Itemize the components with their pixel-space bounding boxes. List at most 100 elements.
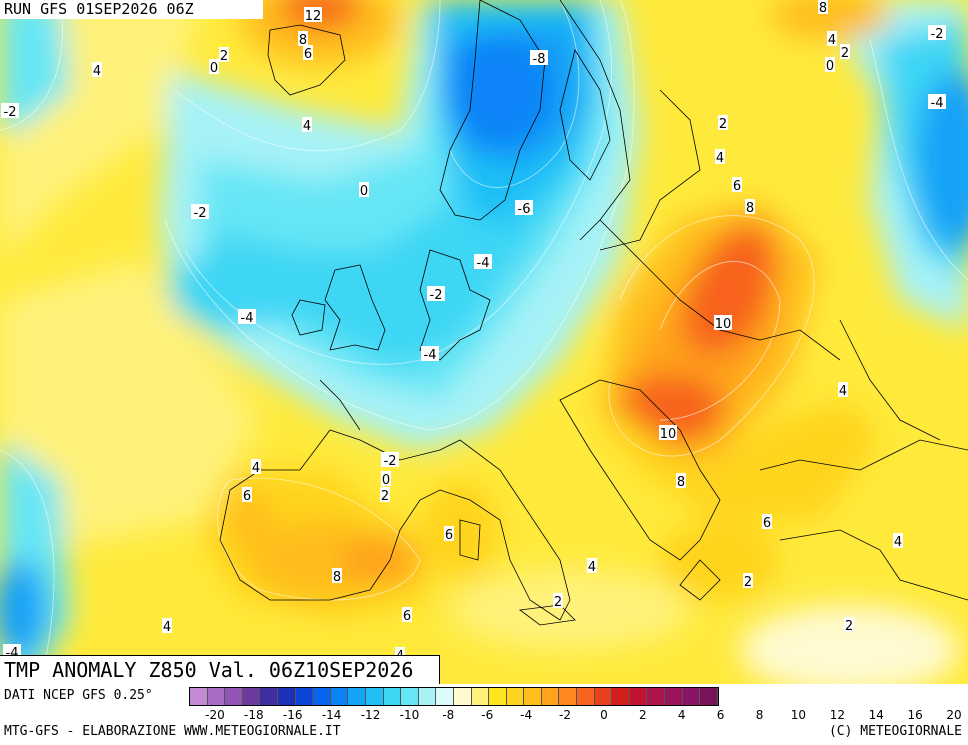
contour-label: 6 [403,609,411,624]
contour-label-bg [762,514,772,529]
legend-swatch [700,688,718,705]
legend-swatch [489,688,507,705]
contour-label-bg [893,533,903,548]
contour-label: 6 [763,516,771,531]
contour-label: 8 [819,1,827,16]
contour-label-bg [191,204,209,219]
contour-label-bg [827,31,837,46]
contour-label: 4 [839,384,847,399]
contour-label: 4 [716,151,724,166]
contour-label-bg [92,62,102,77]
contour-label-bg [474,254,492,269]
contour-label: 4 [303,119,311,134]
contour-label-bg [251,459,261,474]
contour-label: 0 [360,184,368,199]
legend-tick-label: -2 [559,708,572,722]
legend-tick-label: 16 [907,708,923,722]
contour-label: -2 [384,454,397,469]
legend-tick-label: 8 [755,708,764,722]
legend-swatch [471,688,490,705]
contour-label-bg [1,103,19,118]
legend-tick-label: -6 [481,708,494,722]
contour-label: 6 [733,179,741,194]
contour-label-bg [209,59,219,74]
contour-label: 2 [845,619,853,634]
contour-label: -2 [430,288,443,303]
legend-swatch [577,688,595,705]
legend-swatch [506,688,525,705]
contour-label-bg [304,7,322,22]
contour-label: 6 [445,528,453,543]
legend-swatch [436,688,454,705]
contour-label-bg [238,309,256,324]
legend-tick-label: 12 [829,708,845,722]
legend-swatch [682,688,701,705]
legend-tick-label: 4 [677,708,686,722]
legend-swatch [453,688,472,705]
legend-swatch [541,688,560,705]
data-source: DATI NCEP GFS 0.25° [4,688,153,703]
legend-swatch [330,688,349,705]
contour-label: 6 [243,489,251,504]
contour-label-bg [714,315,732,330]
legend-swatch [665,688,683,705]
contour-label: -6 [518,202,531,217]
color-legend-ticks: -20 -18 -16 -14 -12 -10 -8 -6 -4 -2 0 2 4 6 8 10 12 14 16 2… [189,708,967,724]
contour-label-bg [676,473,686,488]
map-title: TMP ANOMALY Z850 Val. 06Z10SEP2026 [0,655,440,684]
legend-tick-label: 20 [946,708,962,722]
contour-label-bg [718,115,728,130]
legend-swatch [242,688,261,705]
contour-label: 2 [841,46,849,61]
contour-label-bg [587,558,597,573]
contour-label: -2 [194,206,207,221]
legend-swatch [190,688,208,705]
contour-label: 10 [715,317,732,332]
contour-label: 0 [210,61,218,76]
contour-label: 8 [299,33,307,48]
contour-label-bg [844,617,854,632]
copyright-text: (C) METEOGIORNALE [828,724,962,739]
legend-tick-label: -20 [205,708,225,722]
legend-tick-label: 2 [639,708,647,722]
legend-swatch [313,688,331,705]
legend-swatch [383,688,402,705]
contour-label-bg [162,618,172,633]
contour-label-bg [242,487,252,502]
contour-label: -4 [241,311,254,326]
legend-swatch [647,688,666,705]
run-label: RUN GFS 01SEP2026 06Z [0,0,263,19]
legend-swatch [207,688,226,705]
contour-label-bg [818,0,828,14]
color-legend-bar [189,687,719,706]
contour-label-bg [427,286,445,301]
contour-label: 2 [554,595,562,610]
legend-swatch [260,688,278,705]
contour-label-bg [381,452,399,467]
contour-label-bg [745,199,755,214]
contour-label-bg [840,44,850,59]
contour-label-bg [659,425,677,440]
legend-tick-label: -18 [244,708,264,722]
contour-label-bg [444,526,454,541]
contour-label-bg [303,45,313,60]
contour-label-bg [359,182,369,197]
contour-label: -2 [4,105,17,120]
legend-swatch [594,688,613,705]
contour-label-bg [380,487,390,502]
contour-label: -8 [533,52,546,67]
temperature-anomaly-map: 1286204-240-2-8-6-4-2-4-48420-2-42468101… [0,0,968,685]
contour-label: -4 [477,256,490,271]
contour-label: -4 [424,348,437,363]
legend-tick-label: 0 [600,708,608,722]
footer: DATI NCEP GFS 0.25° -20 -18 -16 -14 -12 -10 -8… [0,684,968,745]
contour-label-bg [553,593,563,608]
contour-label-bg [743,573,753,588]
legend-swatch [418,688,437,705]
contour-label-bg [219,47,229,62]
contour-label-bg [928,94,946,109]
credit-text: MTG-GFS - ELABORAZIONE WWW.METEOGIORNALE… [4,724,341,739]
legend-swatch [348,688,366,705]
contour-label: -4 [931,96,944,111]
contour-label-bg [402,607,412,622]
